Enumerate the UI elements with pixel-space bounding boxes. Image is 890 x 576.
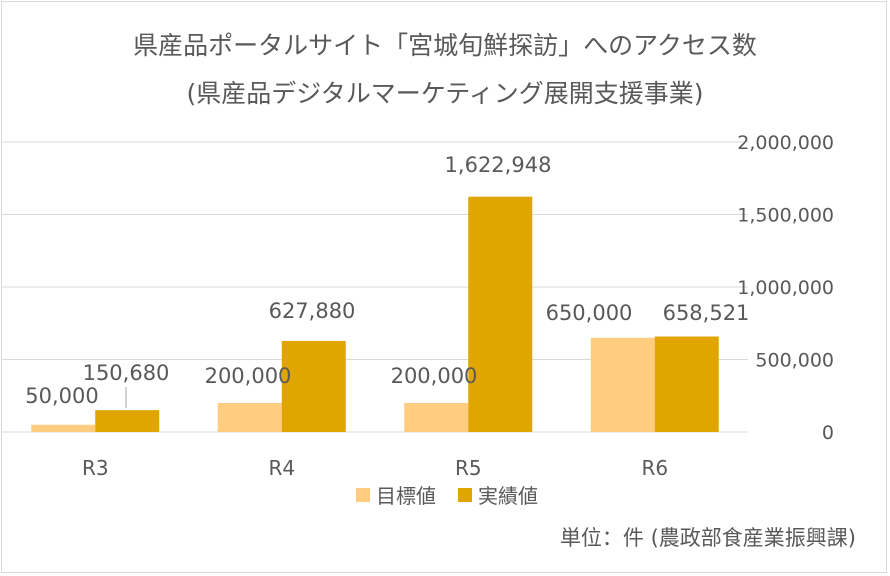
chart-title: 県産品ポータルサイト「宮城旬鮮探訪」へのアクセス数 — [133, 31, 757, 60]
bar-target — [31, 424, 96, 432]
y-tick-label: 500,000 — [755, 350, 834, 372]
data-label-target: 200,000 — [205, 364, 292, 388]
bar-actual — [95, 410, 160, 432]
bar-target — [590, 337, 655, 432]
legend-swatch-target — [356, 487, 370, 502]
x-tick-label: R3 — [82, 456, 109, 480]
data-label-actual: 627,880 — [269, 299, 356, 323]
y-tick-label: 1,000,000 — [737, 277, 834, 299]
y-tick-label: 1,500,000 — [737, 205, 834, 227]
data-label-target: 50,000 — [25, 384, 98, 408]
y-tick-label: 0 — [822, 422, 834, 444]
x-tick-label: R6 — [641, 456, 668, 480]
data-label-actual: 1,622,948 — [445, 153, 552, 177]
data-label-target: 200,000 — [391, 364, 478, 388]
legend: 目標値 実績値 — [356, 480, 538, 509]
legend-swatch-actual — [458, 487, 472, 502]
y-tick-label: 2,000,000 — [737, 132, 834, 154]
data-label-actual: 150,680 — [83, 361, 170, 385]
bar-actual — [281, 340, 346, 432]
legend-label-actual: 実績値 — [478, 484, 538, 508]
legend-item-actual: 実績値 — [458, 480, 538, 509]
bar-actual — [654, 336, 719, 432]
bar-target — [404, 403, 469, 432]
chart-subtitle: (県産品デジタルマーケティング展開支援事業) — [186, 79, 704, 108]
legend-item-target: 目標値 — [356, 480, 436, 509]
data-label-target: 650,000 — [546, 301, 633, 325]
x-tick-label: R4 — [268, 456, 295, 480]
x-tick-label: R5 — [455, 456, 482, 480]
bar-actual — [468, 196, 533, 432]
footnote: 単位：件 (農政部食産業振興課) — [559, 526, 856, 550]
data-label-actual: 658,521 — [663, 301, 750, 325]
bar-target — [217, 403, 282, 432]
legend-label-target: 目標値 — [376, 484, 436, 508]
